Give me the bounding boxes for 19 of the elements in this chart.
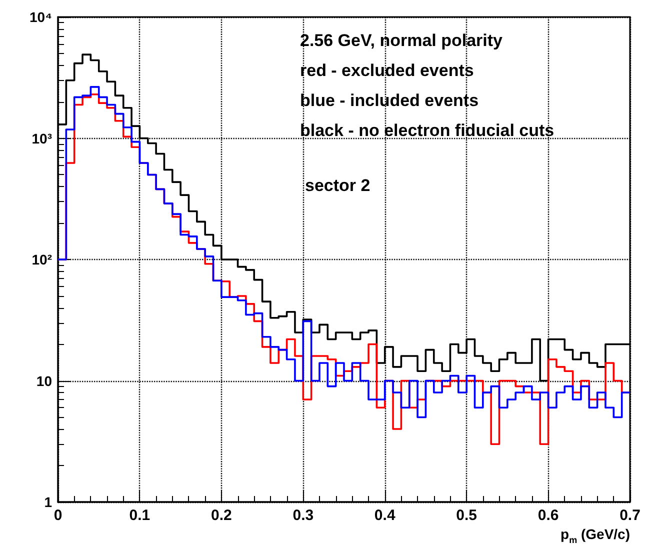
- annotation: sector 2: [305, 176, 370, 195]
- y-tick-label: 1: [44, 494, 52, 510]
- x-tick-label: 0.6: [538, 507, 559, 524]
- y-tick-label: 10: [36, 372, 52, 389]
- annotation: 2.56 GeV, normal polarity: [300, 31, 504, 50]
- x-tick-label: 0.5: [456, 507, 477, 524]
- x-axis-title: p$_{m}$ (GeV/c): [560, 526, 630, 545]
- x-tick-label: 0.7: [620, 507, 640, 524]
- y-tick-label: 10³: [32, 130, 52, 146]
- y-tick-label: 10²: [32, 252, 52, 268]
- x-tick-label: 0.2: [211, 507, 232, 524]
- x-tick-label: 0.4: [374, 507, 396, 524]
- x-tick-label: 0.1: [129, 507, 150, 524]
- annotation: blue - included events: [300, 91, 479, 110]
- y-tick-label: 10⁴: [30, 9, 52, 25]
- x-tick-label: 0: [54, 507, 62, 524]
- annotation: black - no electron fiducial cuts: [300, 121, 554, 140]
- annotation: red - excluded events: [300, 61, 474, 80]
- x-tick-label: 0.3: [292, 507, 314, 524]
